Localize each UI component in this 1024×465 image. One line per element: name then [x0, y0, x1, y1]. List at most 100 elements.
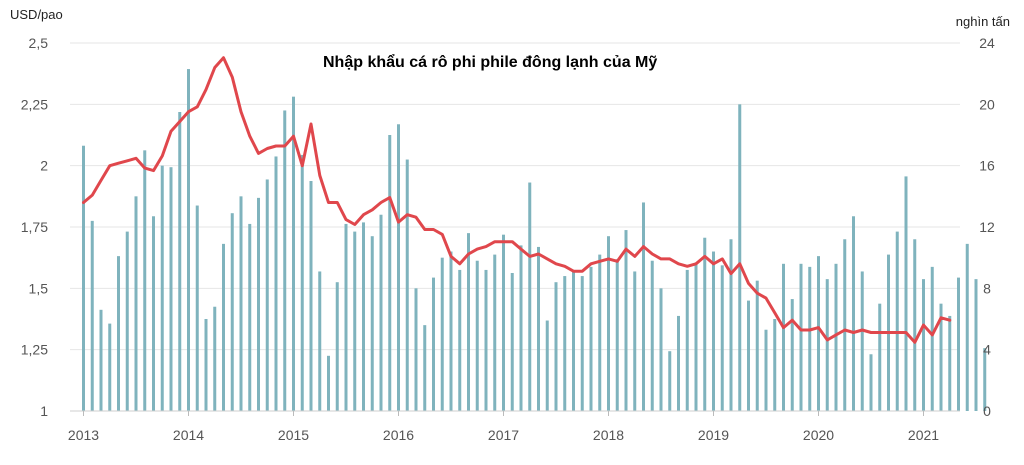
volume-bar [519, 245, 523, 411]
volume-bar [939, 303, 943, 411]
volume-bar [117, 256, 120, 411]
chart-title: Nhập khẩu cá rô phi phile đông lạnh của … [323, 53, 657, 71]
volume-bar [615, 259, 619, 411]
volume-bar [712, 251, 715, 411]
volume-bar [169, 167, 173, 411]
volume-bar [187, 69, 190, 412]
volume-bar [248, 223, 252, 411]
volume-bar [983, 348, 987, 411]
x-tick-label: 2019 [698, 427, 729, 443]
volume-bar [370, 236, 374, 411]
volume-bar [948, 315, 952, 411]
volume-bar [685, 269, 689, 411]
volume-bar [134, 196, 138, 411]
left-tick-label: 2 [40, 158, 48, 174]
left-tick-label: 2,5 [29, 35, 49, 51]
volume-bar [974, 279, 978, 411]
volume-bar [257, 197, 260, 411]
volume-bar [510, 273, 514, 411]
volume-bar [799, 263, 803, 411]
volume-bar [747, 300, 750, 411]
volume-bar [344, 223, 348, 411]
volume-bar [642, 202, 645, 411]
volume-bar [484, 269, 488, 411]
right-tick-label: 16 [979, 158, 995, 174]
volume-bar [265, 179, 269, 411]
right-tick-label: 4 [983, 342, 991, 358]
volume-bar [309, 181, 313, 411]
x-tick-label: 2017 [488, 427, 519, 443]
volume-bar [677, 315, 680, 411]
volume-bar [143, 150, 147, 412]
volume-bar [913, 239, 917, 411]
right-tick-label: 12 [979, 219, 995, 235]
volume-bar [230, 213, 234, 411]
volume-bar [327, 355, 330, 411]
volume-bar [449, 251, 453, 411]
volume-bar [405, 159, 409, 411]
bar-series [82, 69, 987, 412]
volume-bar [362, 222, 365, 411]
left-tick-label: 2,25 [21, 96, 48, 112]
volume-bar [554, 282, 558, 411]
volume-bar [502, 234, 505, 411]
volume-bar [563, 276, 567, 411]
volume-bar [283, 110, 287, 411]
volume-bar [904, 176, 908, 411]
right-axis-ticks: 0 4 8 12 16 20 24 [979, 35, 995, 419]
volume-bar [475, 260, 479, 411]
volume-bar [108, 323, 112, 411]
volume-bar [152, 216, 155, 411]
volume-bar [790, 299, 794, 411]
volume-bar [204, 319, 208, 411]
x-tick-label: 2018 [593, 427, 624, 443]
volume-bar [782, 263, 785, 411]
left-tick-label: 1,25 [21, 342, 48, 358]
volume-bar [869, 354, 873, 411]
x-tick-label: 2013 [68, 427, 99, 443]
volume-bar [432, 277, 435, 411]
volume-bar [160, 165, 164, 411]
gridlines [70, 42, 960, 351]
volume-bar [834, 263, 838, 411]
volume-bar [729, 239, 733, 411]
volume-bar [930, 266, 934, 411]
left-axis-unit: USD/pao [10, 7, 63, 22]
left-tick-label: 1 [40, 403, 48, 419]
volume-bar [300, 154, 304, 411]
volume-bar [537, 246, 540, 411]
volume-bar [353, 231, 357, 411]
left-tick-label: 1,75 [21, 219, 48, 235]
volume-bar [572, 271, 575, 411]
volume-bar [493, 254, 497, 411]
volume-bar [440, 257, 444, 411]
volume-bar [650, 260, 654, 411]
volume-bar [895, 231, 899, 411]
volume-bar [764, 329, 768, 411]
volume-bar [755, 280, 759, 411]
volume-bar [843, 239, 847, 411]
right-tick-label: 20 [979, 96, 995, 112]
volume-bar [598, 254, 602, 411]
volume-bar [878, 303, 882, 411]
volume-bar [528, 182, 532, 411]
left-axis-ticks: 1 1,25 1,5 1,75 2 2,25 2,5 [21, 35, 48, 419]
volume-bar [589, 266, 593, 411]
volume-bar [545, 320, 549, 411]
volume-bar [195, 205, 199, 411]
volume-bar [239, 196, 243, 411]
x-tick-label: 2014 [173, 427, 204, 443]
volume-bar [808, 266, 812, 411]
volume-bar [773, 319, 777, 411]
volume-bar [607, 236, 610, 411]
volume-bar [738, 104, 742, 411]
volume-bar [860, 271, 864, 411]
right-tick-label: 24 [979, 35, 995, 51]
volume-bar [414, 288, 418, 411]
x-tick-label: 2015 [278, 427, 309, 443]
volume-bar [397, 124, 400, 412]
volume-bar [624, 230, 628, 411]
volume-bar [292, 96, 295, 412]
volume-bar [99, 309, 103, 411]
volume-bar [90, 220, 94, 411]
